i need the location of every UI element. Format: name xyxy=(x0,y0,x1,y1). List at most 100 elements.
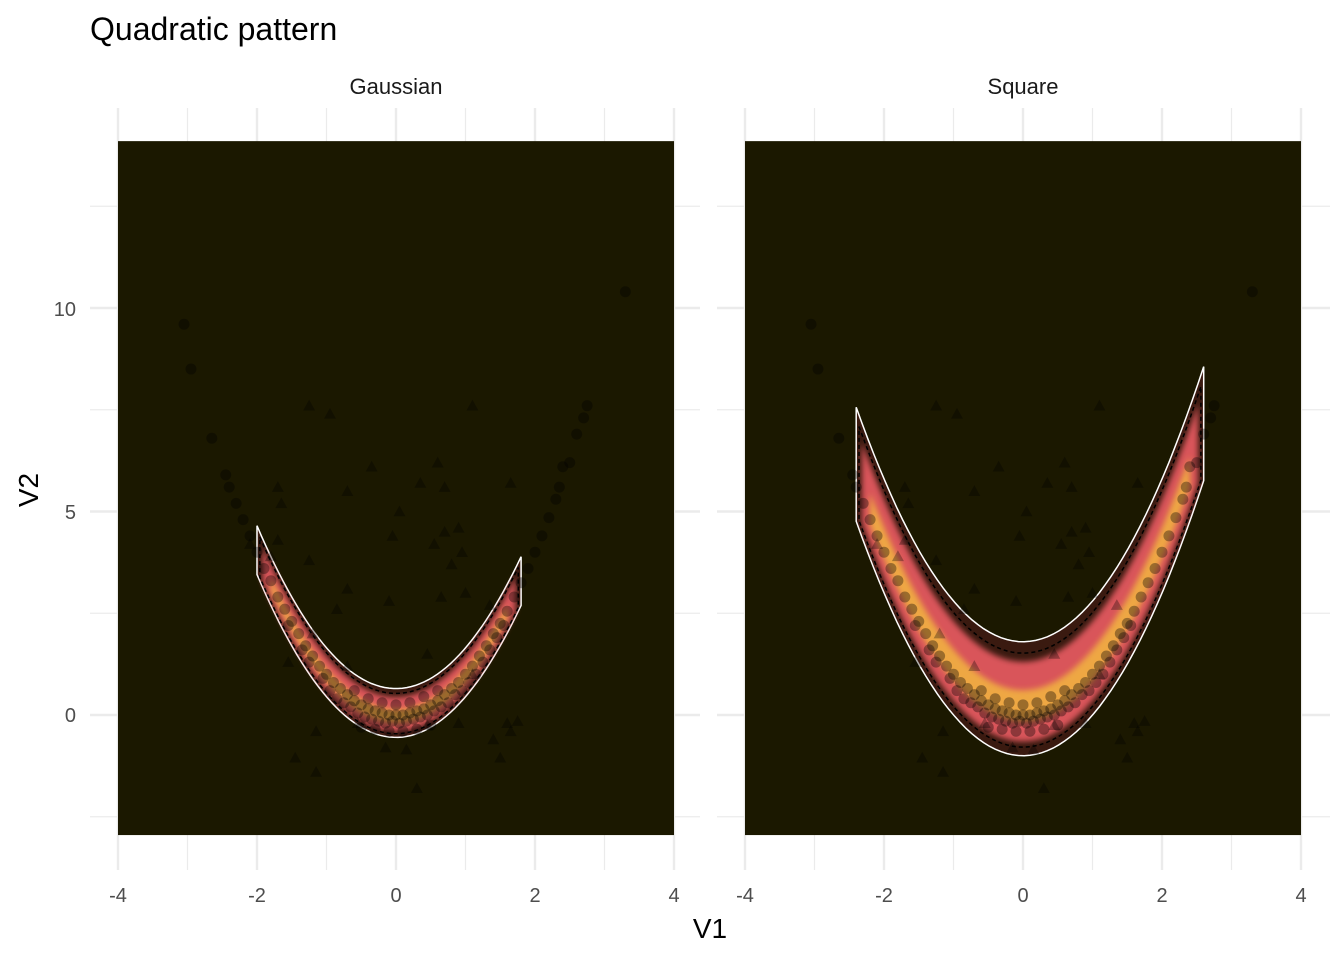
data-point-circle xyxy=(581,400,593,412)
data-point-circle xyxy=(411,723,423,735)
data-point-circle xyxy=(425,719,437,731)
data-point-triangle xyxy=(1086,586,1099,598)
data-point-triangle xyxy=(1020,505,1033,517)
data-point-circle xyxy=(1121,617,1133,629)
data-point-circle xyxy=(244,530,256,542)
data-point-circle xyxy=(885,562,897,574)
data-point-circle xyxy=(341,689,353,701)
data-point-triangle xyxy=(330,603,343,614)
data-point-circle xyxy=(383,709,395,721)
panel-gaussian-x-tick-label: -2 xyxy=(248,885,266,907)
data-point-triangle xyxy=(909,656,922,667)
data-point-circle xyxy=(982,721,994,733)
data-point-circle xyxy=(1083,685,1095,697)
data-point-circle xyxy=(833,432,845,444)
data-point-circle xyxy=(223,481,235,493)
data-point-circle xyxy=(272,591,284,603)
panel-gaussian-strip-label: Gaussian xyxy=(350,74,443,99)
data-point-circle xyxy=(317,672,329,684)
data-point-triangle xyxy=(306,627,319,639)
data-point-circle xyxy=(251,546,263,558)
data-point-circle xyxy=(941,660,953,672)
data-point-circle xyxy=(1198,428,1210,440)
data-point-triangle xyxy=(891,550,904,562)
chart-title: Quadratic pattern xyxy=(90,11,337,47)
data-point-circle xyxy=(487,628,499,640)
data-point-circle xyxy=(986,711,998,723)
data-point-circle xyxy=(1107,640,1119,652)
data-point-triangle xyxy=(1065,525,1078,537)
data-point-triangle xyxy=(271,481,284,492)
data-point-circle xyxy=(975,685,987,697)
data-point-circle xyxy=(400,715,412,727)
data-point-circle xyxy=(1246,286,1258,298)
data-point-triangle xyxy=(310,765,323,777)
data-point-triangle xyxy=(271,533,284,545)
data-point-circle xyxy=(979,707,991,719)
data-point-circle xyxy=(1059,685,1071,697)
data-point-triangle xyxy=(1131,477,1144,488)
data-point-circle xyxy=(923,644,935,656)
panel-square-density-core xyxy=(870,455,1190,722)
data-point-circle xyxy=(421,709,433,721)
data-point-circle xyxy=(286,615,298,627)
data-point-triangle xyxy=(341,485,354,496)
data-point-circle xyxy=(954,676,966,688)
data-point-circle xyxy=(1125,619,1137,631)
data-point-triangle xyxy=(410,782,423,794)
panel-square-x-tick-label: 2 xyxy=(1156,885,1167,907)
data-point-circle xyxy=(1034,713,1046,725)
data-point-circle xyxy=(543,512,555,524)
data-point-circle xyxy=(348,695,360,707)
data-point-circle xyxy=(857,497,869,509)
data-point-triangle xyxy=(930,399,943,411)
data-point-circle xyxy=(480,640,492,652)
data-point-circle xyxy=(307,650,319,662)
data-point-circle xyxy=(435,701,447,713)
data-point-circle xyxy=(425,699,437,711)
data-point-triangle xyxy=(303,399,316,411)
data-point-circle xyxy=(439,689,451,701)
data-point-circle xyxy=(418,691,430,703)
data-point-circle xyxy=(1069,697,1081,709)
data-point-circle xyxy=(1080,676,1092,688)
data-point-triangle xyxy=(494,751,507,763)
data-point-circle xyxy=(1020,717,1032,729)
panel-square-strip-label: Square xyxy=(988,74,1059,99)
data-point-triangle xyxy=(452,521,465,533)
data-point-circle xyxy=(557,461,569,473)
data-point-circle xyxy=(1208,400,1220,412)
data-point-circle xyxy=(303,656,315,668)
data-point-triangle xyxy=(1093,399,1106,411)
data-point-circle xyxy=(1041,711,1053,723)
data-point-triangle xyxy=(1062,590,1075,602)
data-point-triangle xyxy=(428,538,441,549)
y-tick-label: 0 xyxy=(65,705,76,727)
data-point-circle xyxy=(1104,656,1116,668)
data-point-circle xyxy=(553,481,565,493)
data-point-circle xyxy=(1135,591,1147,603)
data-point-circle xyxy=(847,469,859,481)
data-point-circle xyxy=(185,363,197,375)
data-point-circle xyxy=(951,685,963,697)
data-point-triangle xyxy=(1114,733,1127,745)
data-point-triangle xyxy=(992,460,1005,472)
data-point-circle xyxy=(515,577,527,589)
data-point-circle xyxy=(1087,668,1098,680)
data-point-triangle xyxy=(933,627,946,639)
data-point-triangle xyxy=(275,497,288,509)
data-point-triangle xyxy=(351,717,364,728)
data-point-circle xyxy=(324,685,336,697)
data-point-circle xyxy=(206,432,218,444)
panel-square-x-tick-label: 4 xyxy=(1295,885,1306,907)
data-point-triangle xyxy=(421,719,434,730)
data-point-triangle xyxy=(1079,521,1092,533)
data-point-circle xyxy=(892,575,904,587)
data-point-circle xyxy=(1142,577,1154,589)
data-point-circle xyxy=(1045,703,1057,715)
panel-gaussian-points xyxy=(178,286,631,794)
data-point-circle xyxy=(1038,723,1050,735)
data-point-triangle xyxy=(466,399,479,411)
data-point-triangle xyxy=(341,660,354,671)
